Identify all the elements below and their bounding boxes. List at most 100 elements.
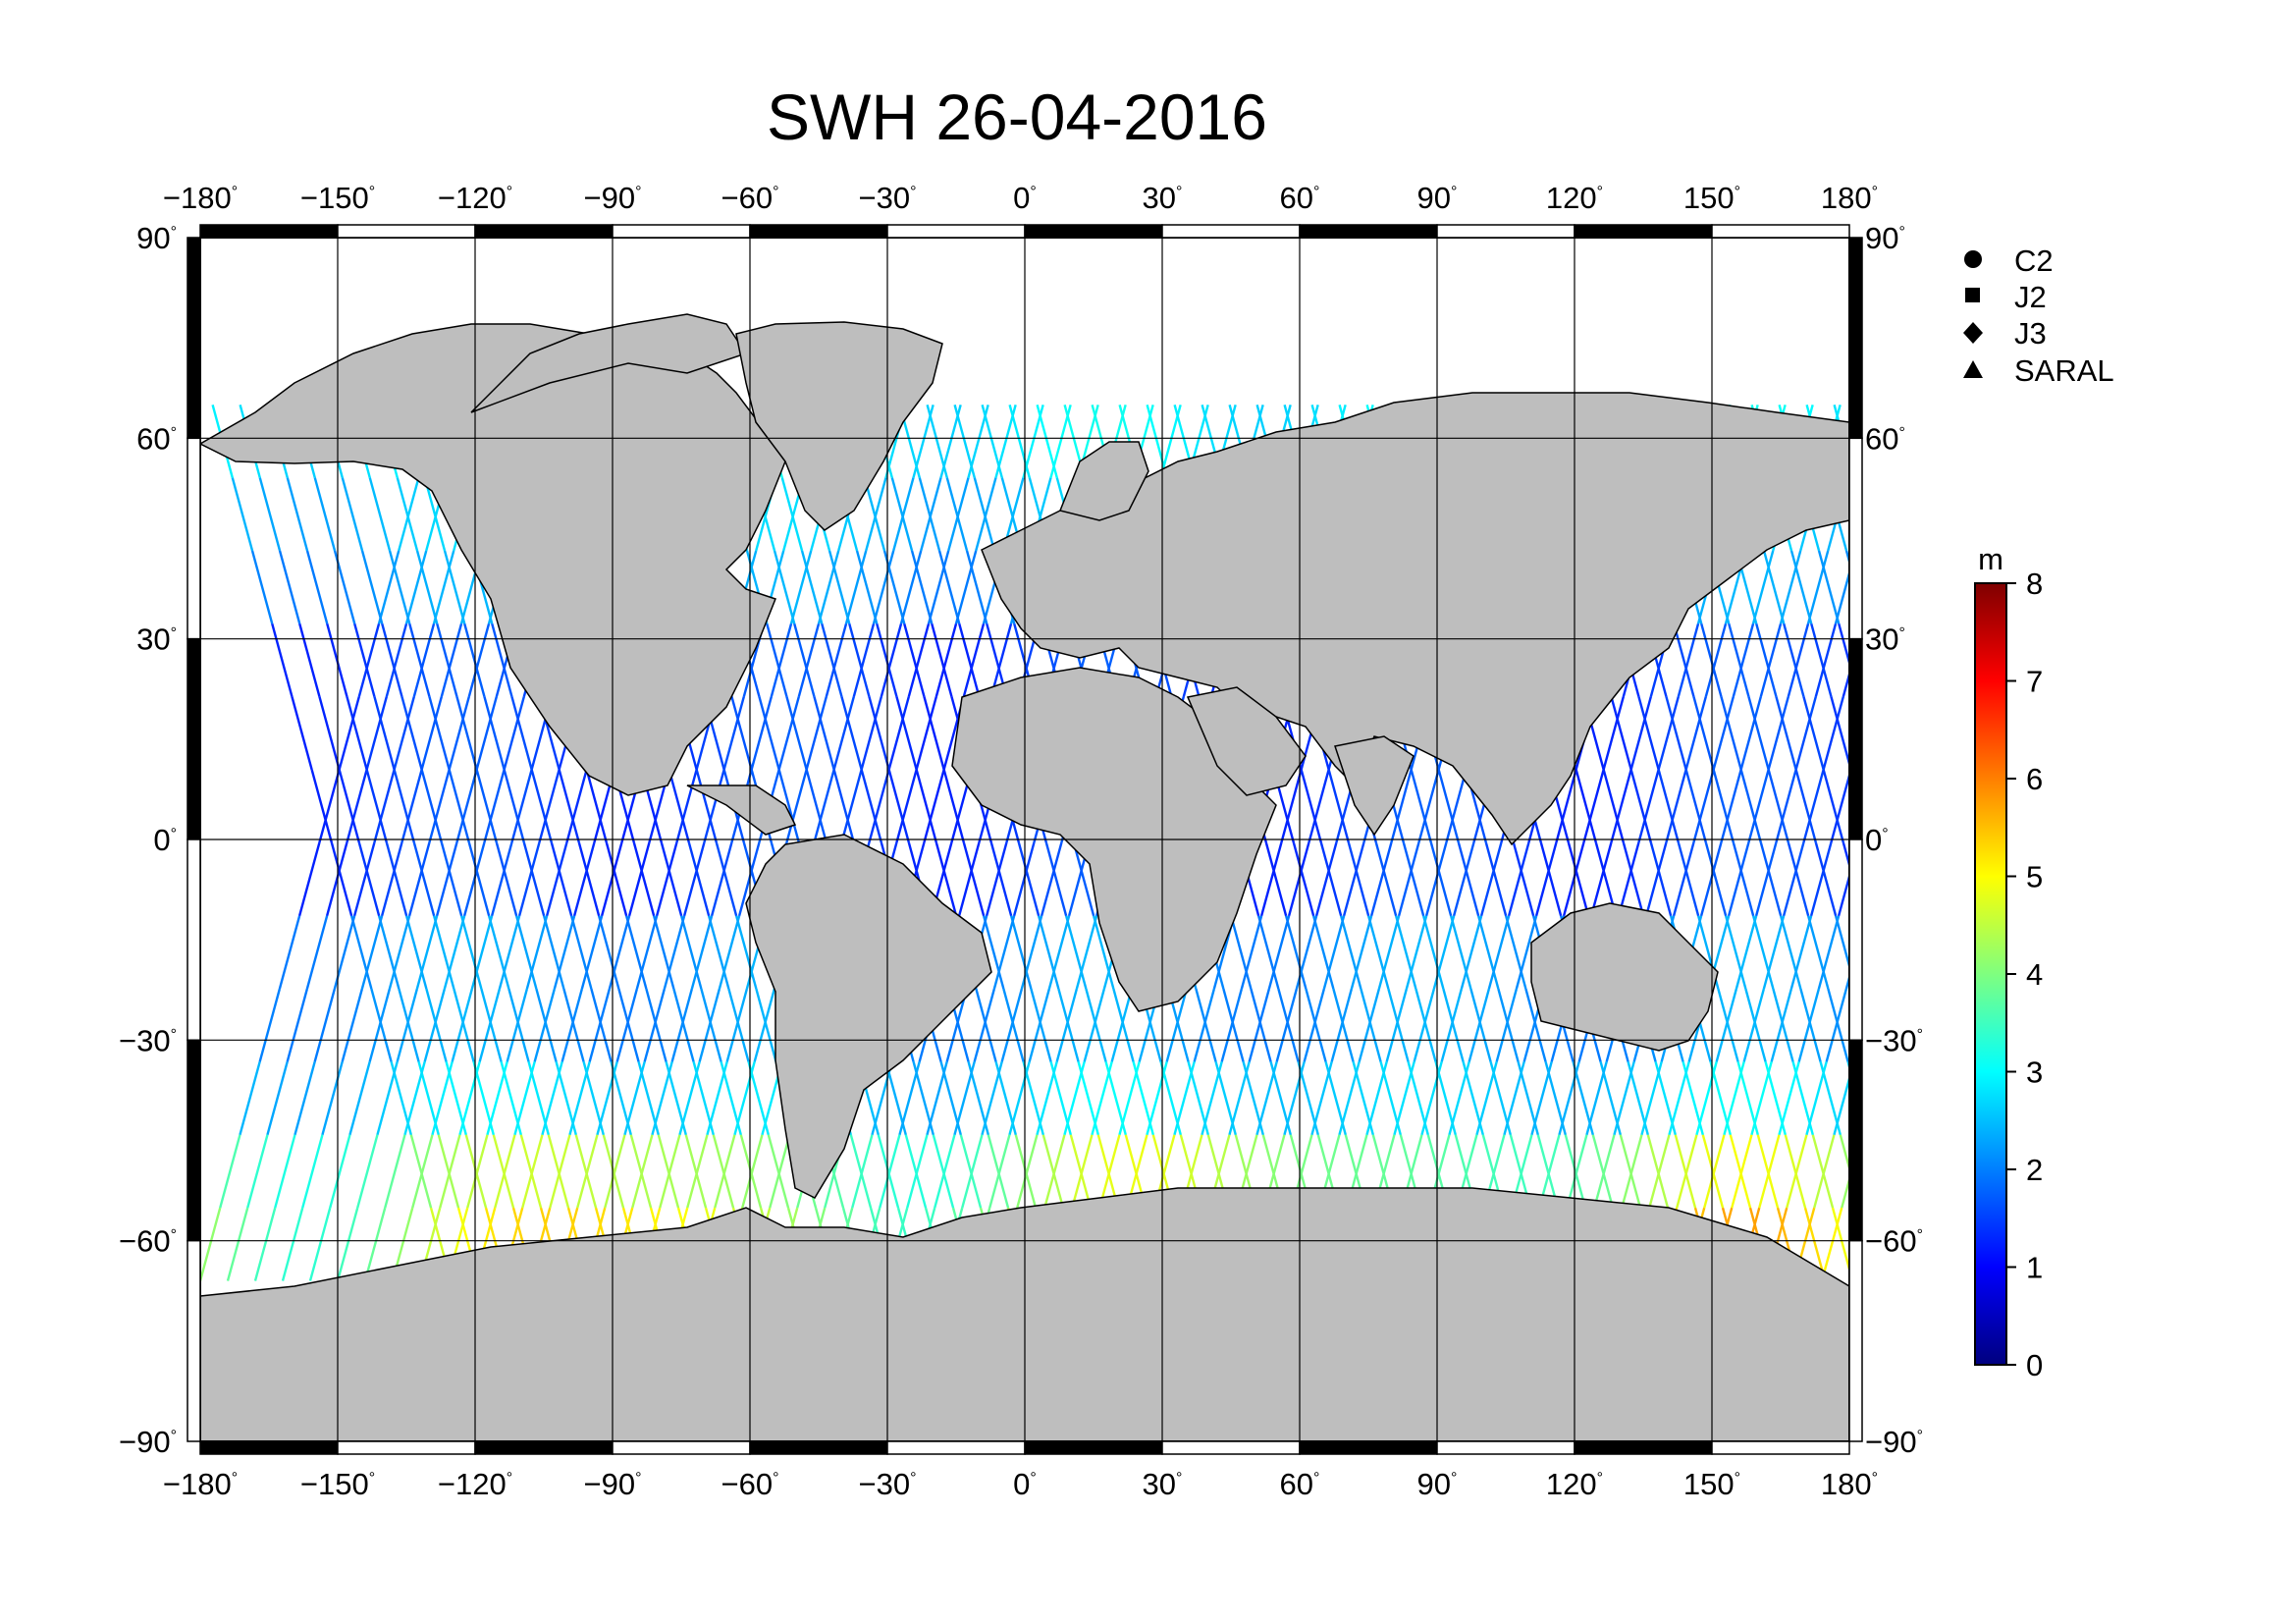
swh-track-segment (675, 769, 698, 843)
swh-track-segment (462, 842, 486, 917)
land-south-america (745, 834, 992, 1199)
swh-track-segment (926, 1061, 948, 1136)
swh-track-segment (840, 769, 863, 843)
swh-track-segment (1530, 1061, 1553, 1136)
swh-track-segment (1072, 842, 1095, 917)
swh-track-segment (1834, 915, 1849, 971)
swh-track-segment (1896, 1135, 1915, 1208)
swh-track-segment (627, 842, 651, 917)
swh-track-segment (825, 623, 848, 698)
frame-band-bottom (474, 1440, 614, 1455)
swh-track-segment (1360, 988, 1382, 1062)
swh-track-segment (1016, 1134, 1039, 1209)
swh-track-segment (1311, 915, 1335, 990)
swh-track-segment (989, 842, 1013, 917)
swh-track-segment (1950, 1135, 1970, 1208)
swh-track-segment (1350, 915, 1373, 990)
degree-symbol: ° (171, 1026, 177, 1043)
swh-track-segment (947, 477, 970, 552)
swh-track-segment (1751, 550, 1775, 624)
swh-track-segment (1820, 1207, 1843, 1281)
lat-label-right: 0° (1865, 823, 1889, 857)
swh-track-segment (1930, 405, 1949, 477)
swh-track-segment (1475, 1061, 1498, 1136)
swh-track-segment (1814, 842, 1838, 917)
swh-track-segment (1036, 1061, 1058, 1136)
swh-track-segment (860, 696, 882, 771)
swh-track-segment (903, 623, 926, 698)
swh-track-segment (535, 988, 558, 1062)
degree-symbol: ° (1898, 424, 1904, 441)
lon-label-bottom: 0° (1013, 1467, 1037, 1501)
colorbar-tick-label: 8 (2026, 567, 2043, 601)
swh-track-segment (1833, 1074, 1849, 1136)
frame-band-right (1848, 1239, 1863, 1442)
swh-track-segment (918, 477, 941, 552)
swh-track-segment (459, 915, 483, 990)
swh-track-segment (313, 477, 337, 552)
swh-track-segment (1055, 988, 1079, 1062)
swh-track-segment (346, 769, 368, 843)
swh-track-segment (1487, 915, 1511, 990)
swh-track-segment (412, 842, 436, 917)
swh-track-segment (1894, 842, 1913, 915)
swh-track-segment (231, 477, 254, 552)
swh-track-segment (805, 769, 828, 843)
swh-track-segment (1613, 1061, 1635, 1136)
swh-track-segment (409, 1134, 433, 1209)
land-india (1334, 735, 1415, 837)
swh-track-segment (271, 623, 294, 698)
swh-track-segment (973, 988, 996, 1062)
lon-label-top: 30° (1143, 181, 1183, 215)
swh-track-segment (432, 915, 455, 990)
degree-symbol: ° (1898, 224, 1904, 241)
swh-track-segment (1390, 769, 1413, 843)
colorbar-tick-label: 6 (2026, 762, 2043, 796)
swh-track-segment (987, 1134, 1010, 1209)
swh-track-segment (1617, 842, 1640, 917)
swh-track-segment (1674, 1134, 1697, 1209)
swh-track-segment (1732, 623, 1755, 698)
swh-track-segment (629, 1134, 653, 1209)
swh-track-segment (1754, 842, 1778, 917)
degree-symbol: ° (1898, 625, 1904, 642)
lon-label-bottom: 30° (1143, 1467, 1183, 1501)
swh-track-segment (385, 842, 408, 917)
swh-track-segment (411, 1134, 434, 1209)
swh-track-segment (1913, 697, 1933, 770)
swh-track-segment (1902, 405, 1922, 477)
swh-track-segment (1002, 988, 1025, 1062)
swh-track-segment (1484, 842, 1508, 917)
swh-track-segment (1783, 623, 1805, 698)
lon-label-top: 60° (1280, 181, 1320, 215)
swh-track-segment (353, 623, 376, 698)
swh-track-segment (1814, 623, 1838, 698)
swh-track-segment (530, 769, 554, 843)
swh-track-segment (1672, 842, 1695, 917)
swh-track-segment (1657, 696, 1680, 771)
swh-track-segment (478, 988, 502, 1062)
colorbar-tick-label: 7 (2026, 665, 2043, 699)
swh-track-segment (513, 1061, 536, 1136)
swh-track-segment (1442, 988, 1465, 1062)
swh-track-segment (1503, 1061, 1525, 1136)
swh-track-segment (398, 477, 420, 552)
swh-track-segment (660, 842, 683, 917)
swh-track-segment (1802, 696, 1825, 771)
swh-track-segment (1891, 551, 1910, 623)
swh-track-segment (494, 1134, 516, 1209)
swh-track-segment (895, 696, 918, 771)
swh-track-segment (1822, 769, 1845, 843)
swh-track-segment (667, 769, 691, 843)
swh-track-segment (568, 1061, 591, 1136)
swh-track-segment (365, 769, 389, 843)
swh-track-segment (1043, 1134, 1066, 1209)
swh-track-segment (604, 1134, 626, 1209)
swh-track-segment (1918, 551, 1938, 623)
swh-track-segment (565, 769, 588, 843)
swh-track-segment (258, 988, 282, 1062)
swh-track-segment (1938, 478, 1957, 551)
swh-track-segment (376, 1061, 399, 1136)
swh-track-segment (480, 988, 503, 1062)
lat-label-right: −90° (1865, 1425, 1923, 1459)
